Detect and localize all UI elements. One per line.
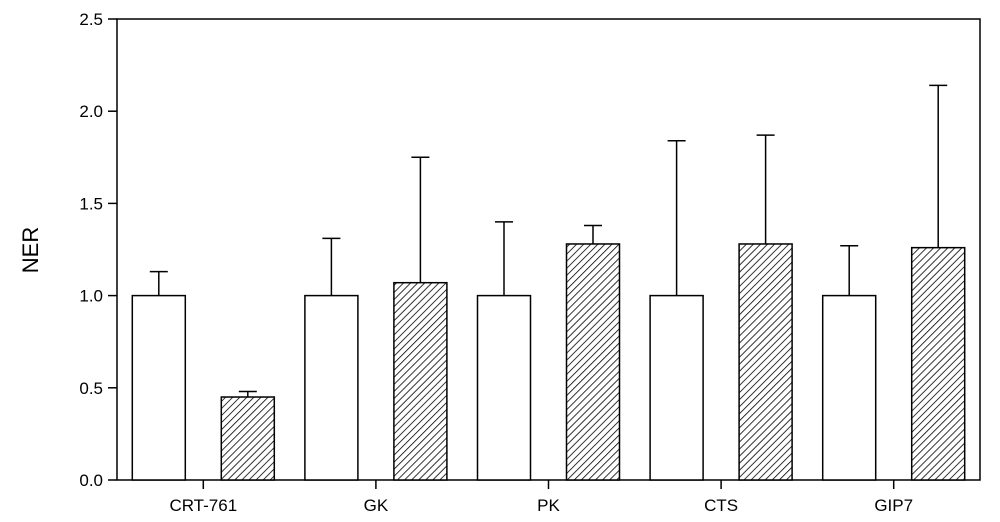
bar-hatched: [565, 243, 621, 481]
y-tick-label: 2.5: [79, 10, 103, 29]
y-tick-label: 1.5: [79, 194, 103, 213]
y-tick-label: 2.0: [79, 102, 103, 121]
bar-hatched: [738, 243, 793, 481]
y-tick-label: 1.0: [79, 287, 103, 306]
bar-hatched: [910, 246, 966, 481]
x-tick-label: CTS: [704, 496, 738, 515]
x-tick-label: GK: [364, 496, 389, 515]
x-tick-label: CRT-761: [169, 496, 237, 515]
axes: [108, 18, 981, 489]
y-axis-label: NER: [18, 227, 43, 273]
bar-hatched: [393, 281, 448, 481]
bars: [131, 243, 966, 481]
bar-open: [476, 294, 532, 481]
x-tick-label: GIP7: [874, 496, 913, 515]
bar-open: [131, 294, 187, 481]
tick-labels: 0.0 0.5 1.0 1.5 2.0 2.5 CRT-761 GK PK CTS GIP7: [79, 10, 913, 515]
error-bars: [149, 84, 948, 398]
bar-open: [649, 294, 704, 481]
x-tick-label: PK: [537, 496, 560, 515]
y-tick-label: 0.0: [79, 471, 103, 490]
y-tick-label: 0.5: [79, 379, 103, 398]
bar-hatched: [220, 396, 276, 481]
bar-open: [304, 294, 359, 481]
bar-open: [821, 294, 877, 481]
